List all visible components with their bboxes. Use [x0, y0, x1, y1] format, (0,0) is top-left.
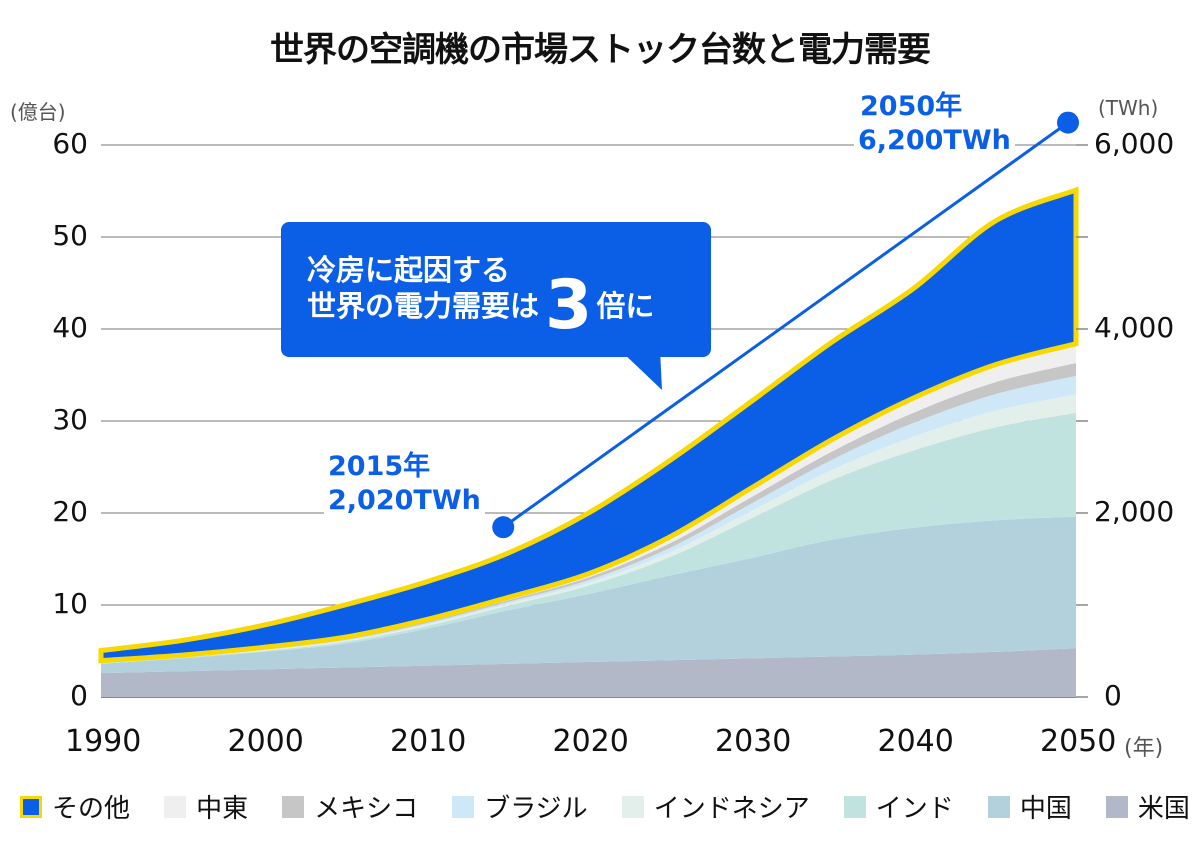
demand-line	[502, 121, 1069, 529]
callout-line2: 世界の電力需要は3 倍に	[307, 266, 711, 345]
area-その他	[98, 186, 1079, 664]
demand-point-2015	[492, 516, 515, 539]
y-tick-label: 20	[52, 495, 88, 528]
area-インドネシア	[101, 394, 1076, 663]
chart-title: 世界の空調機の市場ストック台数と電力需要	[270, 30, 931, 70]
y2-tick-label: 6,000	[1094, 127, 1175, 160]
legend-item: ブラジル	[452, 788, 588, 825]
x-tick-label: 2050	[1040, 724, 1117, 759]
x-tick-label: 2040	[877, 724, 954, 759]
legend-label: その他	[52, 794, 131, 824]
legend: その他 中東 メキシコ ブラジル インドネシア インド 中国 米国	[20, 788, 1190, 825]
legend-item: 中東	[164, 788, 248, 825]
annotation-2015-value: 2,020TWh	[324, 484, 485, 518]
legend-label: 米国	[1137, 794, 1190, 824]
y-tick-label: 60	[52, 127, 88, 160]
legend-item: 米国	[1105, 788, 1190, 825]
y-tick-label: 10	[52, 587, 88, 620]
legend-label: ブラジル	[484, 794, 588, 824]
legend-swatch	[20, 795, 42, 818]
legend-swatch	[987, 795, 1010, 818]
legend-label: インド	[875, 794, 954, 824]
y-tick-label: 0	[70, 679, 88, 712]
y-tick-label: 30	[52, 403, 88, 436]
callout-suffix: 倍に	[596, 289, 655, 323]
legend-label: インドネシア	[653, 794, 810, 824]
y2-tick-label: 2,000	[1094, 495, 1175, 528]
legend-swatch	[164, 795, 187, 818]
legend-item: メキシコ	[282, 788, 418, 825]
callout-line1: 冷房に起因する	[307, 253, 511, 287]
right-axis-unit: (TWh)	[1098, 96, 1159, 120]
legend-swatch	[1105, 795, 1128, 818]
area-ブラジル	[101, 375, 1076, 663]
power-demand-line	[492, 111, 1079, 539]
legend-label: 中国	[1019, 794, 1072, 824]
annotation-2050-year: 2050年	[860, 91, 963, 122]
x-tick-label: 2020	[552, 724, 629, 759]
area-中国	[101, 516, 1076, 674]
left-axis-unit: (億台)	[10, 100, 66, 124]
x-tick-label: 1990	[65, 724, 142, 759]
annotation-2050: 2050年 6,200TWh	[854, 90, 1015, 158]
callout-tail	[620, 350, 662, 390]
legend-item: インド	[843, 788, 954, 825]
annotation-2050-value: 6,200TWh	[854, 124, 1015, 158]
axis-ticks	[1076, 144, 1088, 698]
stacked-areas	[98, 186, 1079, 697]
legend-swatch	[621, 795, 644, 818]
callout-tail-shape	[620, 350, 662, 390]
x-tick-label: 2030	[715, 724, 792, 759]
callout-multiplier: 3	[545, 266, 593, 345]
y2-tick-label: 4,000	[1094, 311, 1175, 344]
legend-label: メキシコ	[314, 794, 419, 824]
area-インド	[101, 412, 1076, 664]
area-米国	[101, 648, 1076, 697]
legend-item: 中国	[987, 788, 1072, 825]
y-tick-label: 40	[52, 311, 88, 344]
legend-item: インドネシア	[621, 788, 810, 825]
y2-tick-label: 0	[1104, 679, 1122, 712]
demand-point-2050	[1057, 111, 1079, 134]
legend-swatch	[452, 795, 475, 818]
area-メキシコ	[101, 363, 1076, 663]
x-tick-label: 2000	[227, 724, 304, 759]
area-中東	[101, 343, 1076, 662]
annotation-2015: 2015年 2,020TWh	[324, 450, 485, 518]
x-axis-unit: (年)	[1124, 736, 1164, 761]
legend-swatch	[843, 795, 866, 818]
annotation-2015-year: 2015年	[328, 451, 431, 482]
x-tick-label: 2010	[390, 724, 467, 759]
callout-line2-text: 世界の電力需要は	[307, 289, 540, 323]
callout-box: 冷房に起因する 世界の電力需要は3 倍に	[281, 222, 711, 357]
legend-label: 中東	[196, 794, 249, 824]
legend-item: その他	[20, 788, 130, 825]
y-tick-label: 50	[52, 219, 88, 252]
legend-swatch	[282, 795, 305, 818]
